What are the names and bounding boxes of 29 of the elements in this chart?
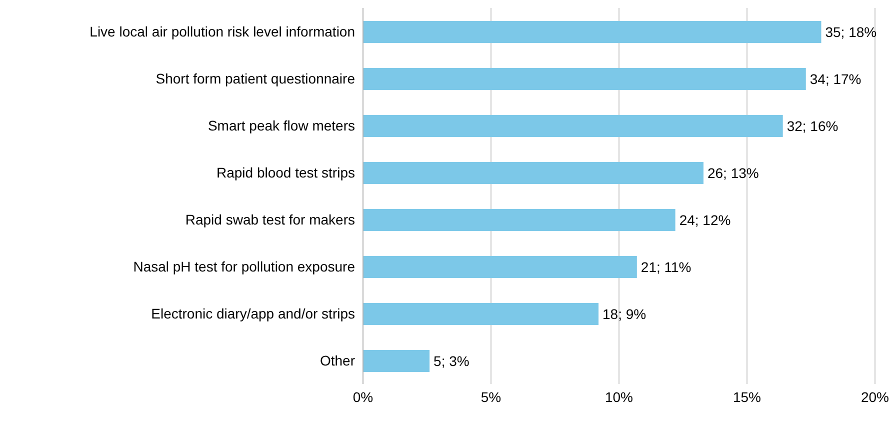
data-label: 24; 12% (679, 212, 731, 228)
bar (363, 162, 704, 184)
x-tick-label: 10% (604, 388, 634, 405)
x-tick-label: 0% (352, 388, 374, 405)
y-tick-label: Electronic diary/app and/or strips (151, 305, 355, 322)
data-label: 18; 9% (602, 306, 646, 322)
y-tick-label: Rapid blood test strips (216, 164, 355, 180)
data-label: 35; 18% (825, 24, 877, 40)
x-tick-label: 20% (860, 388, 890, 405)
bar (363, 209, 676, 231)
bar (363, 21, 822, 43)
y-tick-label: Other (320, 352, 356, 368)
y-tick-label: Live local air pollution risk level information (90, 23, 355, 40)
y-tick-label: Nasal pH test for pollution exposure (133, 258, 356, 274)
bar (363, 303, 599, 325)
data-label: 26; 13% (707, 164, 759, 181)
bar (363, 115, 783, 137)
bar (363, 256, 637, 278)
x-tick-label: 5% (480, 388, 502, 405)
x-tick-label: 15% (732, 388, 762, 405)
bar (363, 350, 430, 372)
y-tick-label: Smart peak flow meters (208, 117, 355, 134)
data-label: 5; 3% (434, 352, 470, 369)
data-label: 34; 17% (810, 70, 862, 87)
data-label: 21; 11% (640, 258, 692, 275)
y-tick-label: Short form patient questionnaire (156, 70, 356, 86)
data-label: 32; 16% (786, 118, 838, 134)
y-tick-label: Rapid swab test for makers (185, 211, 355, 228)
bar (363, 68, 806, 90)
